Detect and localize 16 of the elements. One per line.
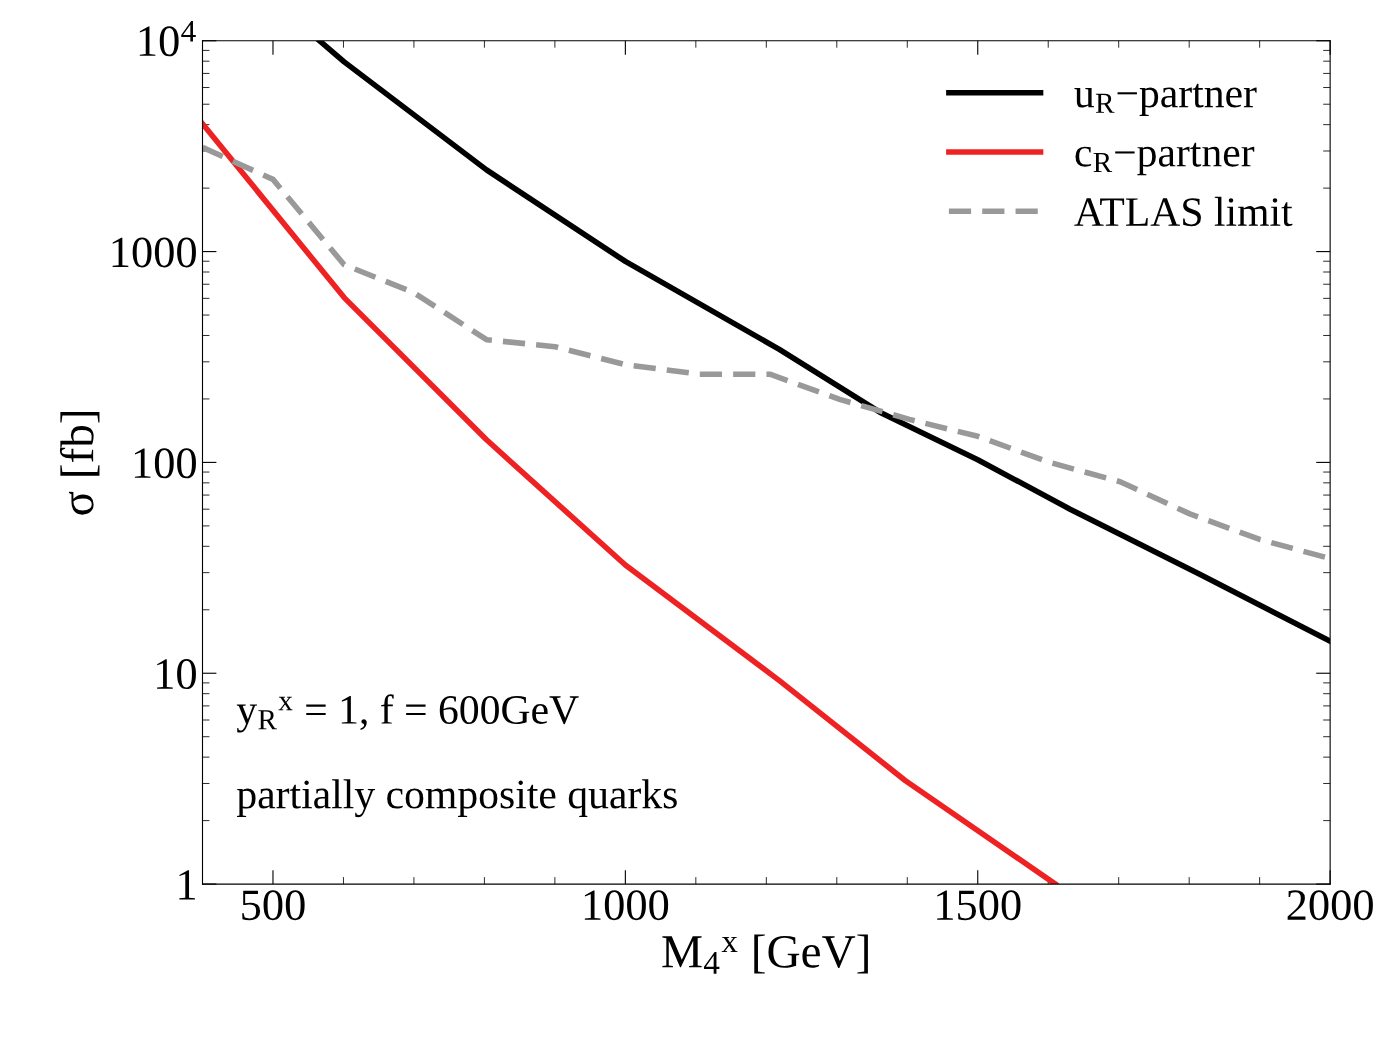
y-tick-label: 10 <box>157 659 196 690</box>
y-tick-label: 1000 <box>112 237 196 268</box>
y-tick-label: 1 <box>179 870 195 900</box>
x-tick-label: 1000 <box>584 890 669 921</box>
x-axis-title: M$_{4}$$^{x}$ [GeV] <box>662 934 868 974</box>
x-tick-label: 2000 <box>1287 890 1373 921</box>
x-tick-label: 1500 <box>937 890 1021 921</box>
legend-label: c$_{R}$−partner <box>1075 142 1255 176</box>
annotation: y$_{R}$$^{x}$ = 1, f = 600GeV <box>236 694 579 733</box>
y-tick-label: 100 <box>134 448 196 479</box>
annotation: partially composite quarks <box>237 779 677 818</box>
x-tick-label: 500 <box>242 890 305 921</box>
y-axis-title: σ [fb] <box>59 411 100 515</box>
legend-label: ATLAS limit <box>1074 196 1293 227</box>
legend-label: u$_{R}$−partner <box>1074 83 1257 116</box>
y-tick-label: 10$^{4}$ <box>139 21 196 57</box>
